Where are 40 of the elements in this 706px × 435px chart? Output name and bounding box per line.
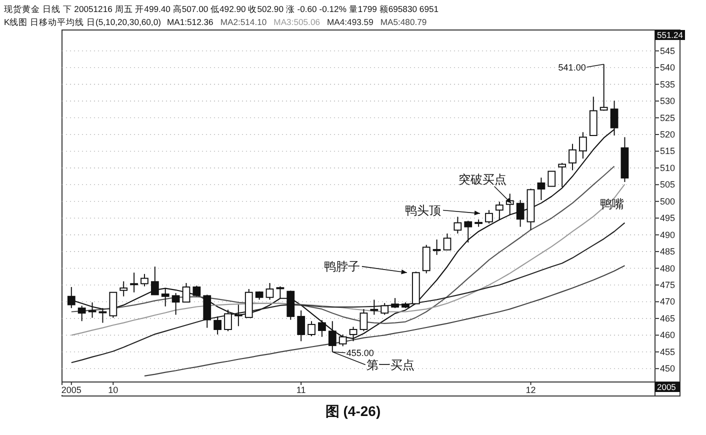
y-tick-label: 475: [660, 280, 676, 290]
annotation: 455.00: [346, 348, 374, 358]
y-tick-label: 485: [660, 246, 676, 257]
text: MA2:514.10: [220, 17, 267, 27]
annotation: 第一买点: [366, 358, 414, 372]
y-tick-label: 510: [660, 162, 676, 173]
y-tick-label: 525: [660, 112, 676, 123]
y-tick-label: 505: [660, 180, 676, 190]
y-tick-label: 460: [660, 330, 676, 340]
chart-subtitle: K线图 日移动平均线 日(5,10,20,30,60,0): [4, 17, 162, 27]
y-tick-label: 495: [660, 213, 676, 224]
annotation: 鸭嘴: [600, 197, 624, 211]
x-tick-label: 2005: [61, 385, 82, 395]
y-tick-label: 470: [660, 296, 676, 307]
text: MA1:512.36: [166, 17, 214, 27]
y-tick-label: 465: [660, 313, 676, 324]
annotation: 鸭头顶: [405, 203, 441, 218]
y-tick-label: 500: [660, 196, 676, 206]
x-tick-label: 10: [108, 385, 118, 395]
y-tick-label: 545: [660, 46, 676, 56]
y-tick-label: 450: [660, 364, 676, 374]
y-tick-label: 480: [660, 263, 676, 274]
x-tick-label: 12: [526, 385, 536, 395]
y-tick-label: 530: [660, 96, 676, 106]
annotation: 突破买点: [458, 172, 506, 186]
y-tick-label: 515: [660, 146, 676, 156]
text: MA3:505.06: [274, 17, 320, 27]
chart-title: 现货黄金 日线 下 20051216 周五 开499.40 高507.00 低492.90 收502.90 涨 -0.60 -0.12% 量1799 额695830 6951: [4, 4, 439, 14]
text: MA4:493.59: [327, 17, 374, 27]
y-tick-label: 455: [660, 346, 676, 357]
annotation: 鸭脖子: [324, 260, 360, 274]
y-tick-label: 535: [660, 79, 676, 90]
y-tick-label: 490: [660, 230, 676, 240]
y-tick-label: 540: [660, 62, 676, 73]
text: MA5:480.79: [380, 17, 427, 27]
y-tick-label: 520: [660, 129, 676, 140]
x-tick-label: 11: [296, 385, 306, 395]
annotation: 541.00: [558, 62, 586, 72]
text: 551.24: [657, 30, 684, 40]
text: 图 (4-26): [325, 403, 381, 419]
